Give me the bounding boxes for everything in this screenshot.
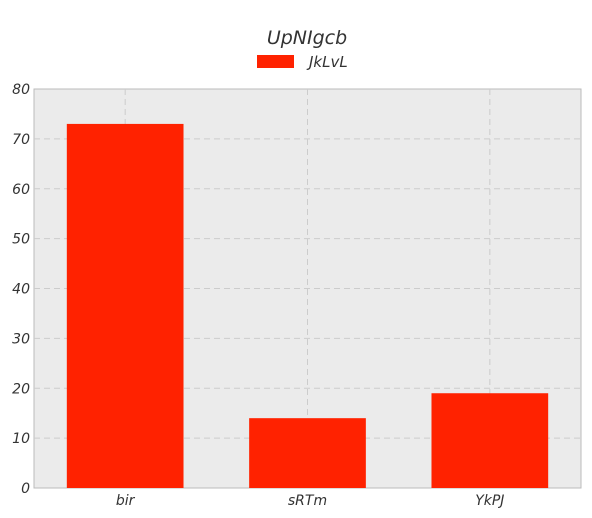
y-tick-label: 10 (12, 431, 30, 447)
legend-swatch (257, 55, 294, 68)
legend-label: JkLvL (306, 53, 348, 71)
y-tick-label: 20 (12, 381, 30, 397)
y-tick-label: 70 (12, 132, 30, 148)
bar-bir (66, 123, 184, 488)
y-axis-ticks: 0 10 20 30 40 50 60 70 80 (12, 82, 30, 497)
y-tick-label: 80 (12, 82, 30, 98)
x-axis-ticks: bir sRTm YkPJ (116, 493, 505, 509)
y-tick-label: 40 (12, 282, 30, 298)
x-tick-label: YkPJ (475, 493, 504, 509)
x-tick-label: sRTm (288, 493, 327, 509)
y-tick-label: 50 (12, 232, 30, 248)
y-tick-label: 60 (12, 182, 30, 198)
chart-title: UpNIgcb (267, 27, 347, 49)
legend: JkLvL (257, 53, 348, 71)
y-tick-label: 0 (21, 481, 30, 497)
y-tick-label: 30 (12, 331, 30, 347)
bar-sRTm (249, 418, 366, 488)
bar-YkPJ (431, 393, 549, 488)
bars (66, 123, 549, 488)
x-tick-label: bir (116, 493, 136, 509)
